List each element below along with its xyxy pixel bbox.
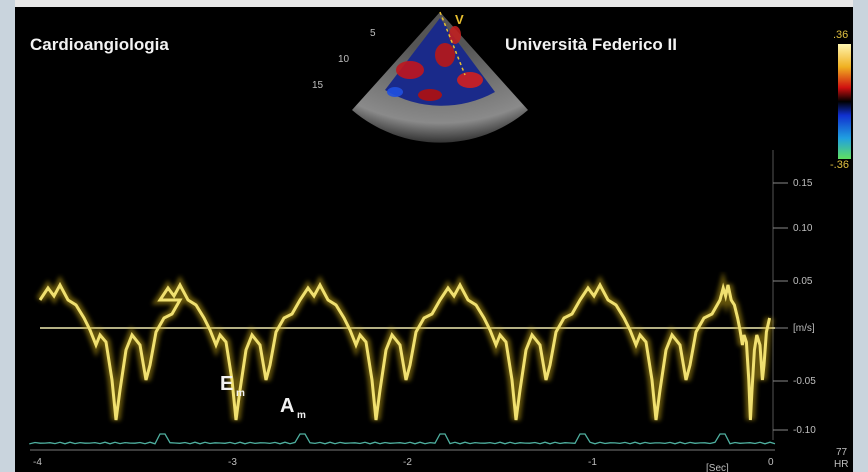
heart-rate-unit: HR <box>834 459 848 470</box>
velocity-label: -0.05 <box>793 376 816 387</box>
time-label: -1 <box>588 457 597 468</box>
top-strip <box>15 0 853 7</box>
em-subscript: m <box>236 388 245 399</box>
velocity-label: 0.10 <box>793 223 813 234</box>
time-label: 0 <box>768 457 774 468</box>
header-right: Università Federico II <box>505 35 677 54</box>
sector-mark: V <box>455 12 464 27</box>
velocity-label: 0.15 <box>793 178 813 189</box>
depth-label: 5 <box>370 28 376 39</box>
depth-label: 10 <box>338 54 350 65</box>
time-label: -4 <box>33 457 42 468</box>
velocity-label: 0.05 <box>793 276 813 287</box>
color-bar <box>838 44 851 159</box>
color-scale-top: .36 <box>833 29 848 41</box>
header-left: Cardioangiologia <box>30 35 169 54</box>
velocity-unit: [m/s] <box>793 323 815 334</box>
page: {"header": {"left": "Cardioangiologia", … <box>0 0 868 472</box>
screenshot: V 5 10 15 Cardioangiologia Università Fe… <box>0 0 868 472</box>
em-label: E <box>220 373 233 395</box>
velocity-label: -0.10 <box>793 425 816 436</box>
am-subscript: m <box>297 410 306 421</box>
time-label: -2 <box>403 457 412 468</box>
color-scale-bottom: -.36 <box>830 159 849 171</box>
am-label: A <box>280 395 294 417</box>
time-unit: [Sec] <box>706 463 729 472</box>
time-label: -3 <box>228 457 237 468</box>
heart-rate-value: 77 <box>836 447 848 458</box>
depth-label: 15 <box>312 80 324 91</box>
